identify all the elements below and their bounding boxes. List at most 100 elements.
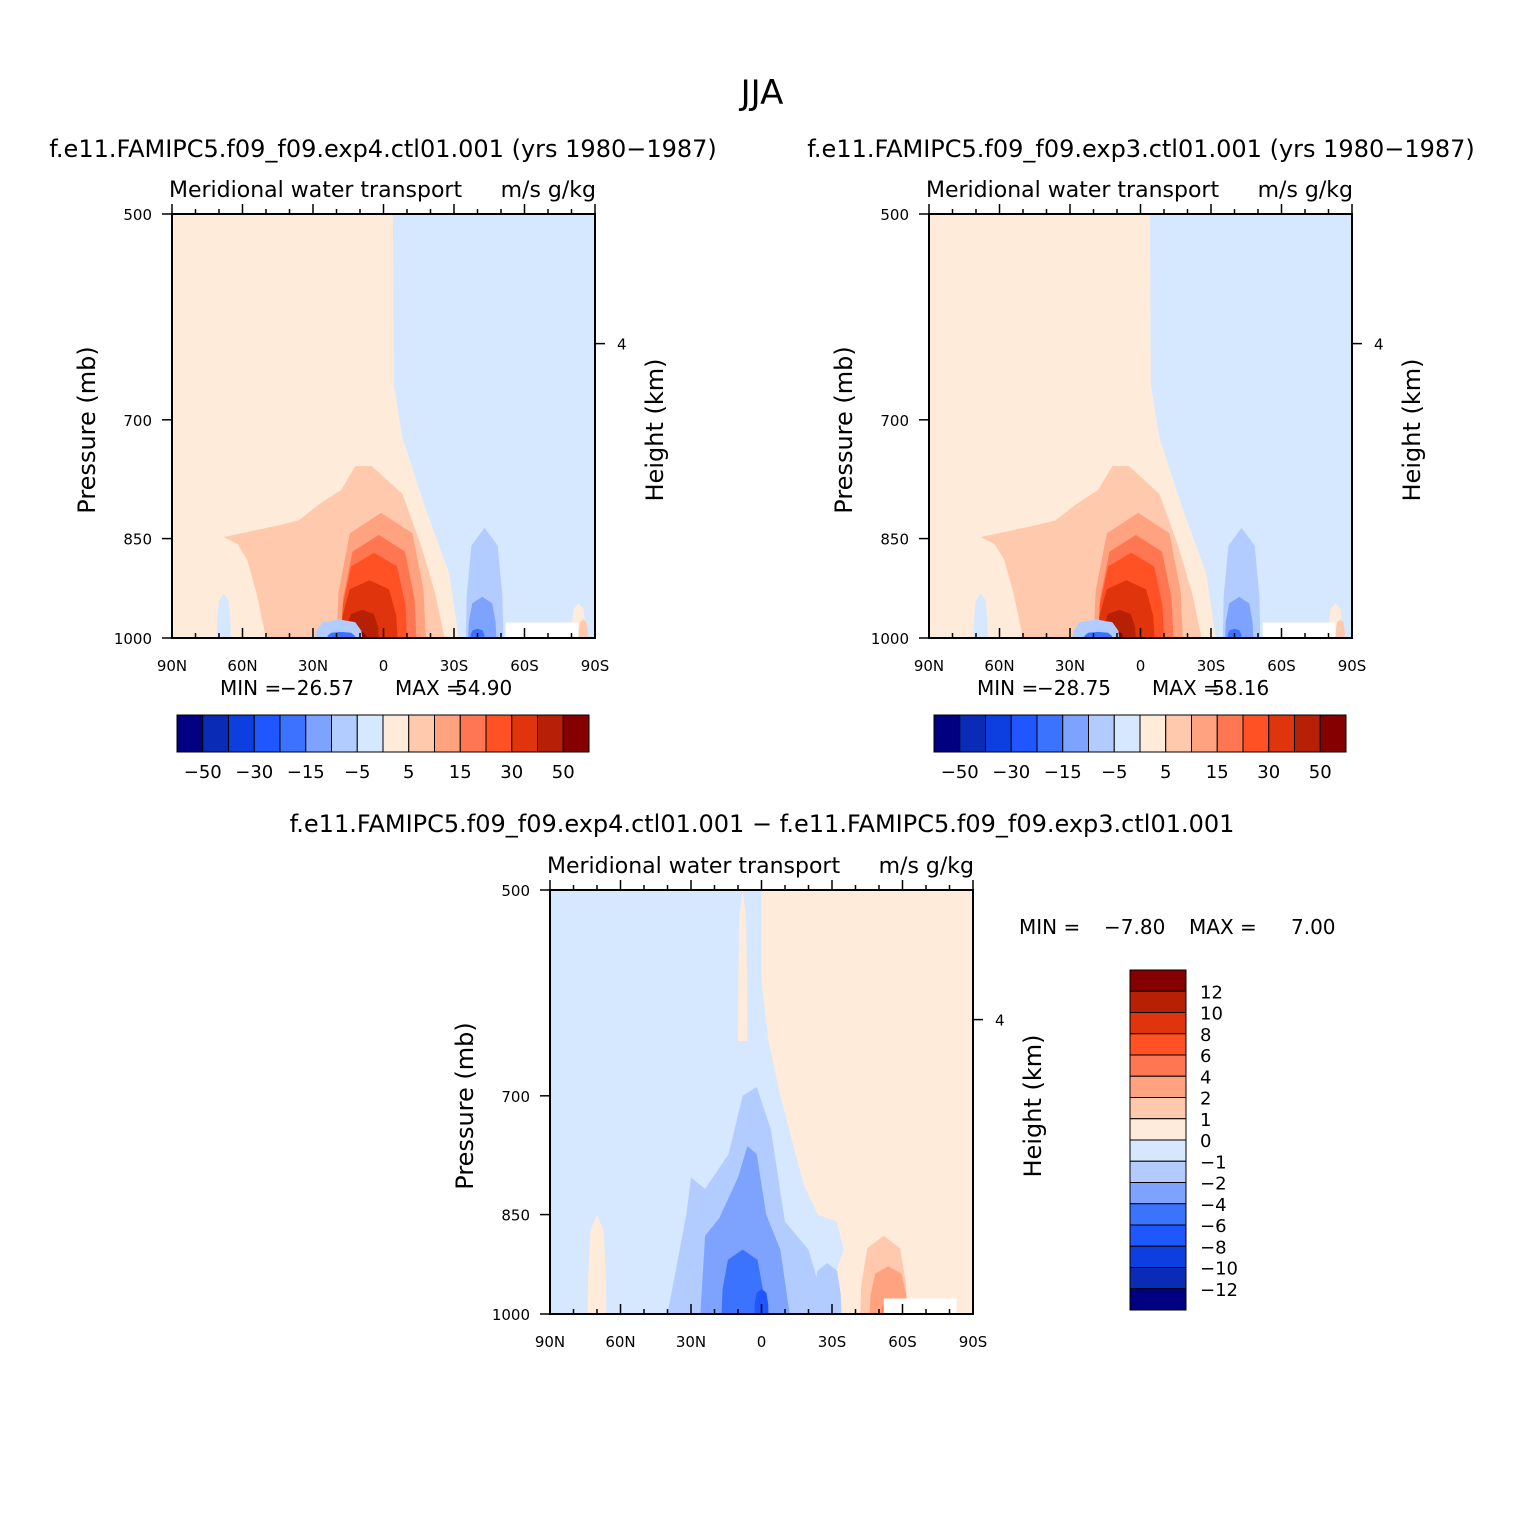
y-tick-label: 1000 [114, 630, 152, 648]
x-tick-label: 90S [959, 1333, 988, 1351]
y-axis-label: Pressure (mb) [830, 346, 858, 513]
panel-subtitle: f.e11.FAMIPC5.f09_f09.exp4.ctl01.001 − f… [290, 810, 1235, 838]
colorbar-label: −12 [1200, 1280, 1238, 1301]
panel-left-title: Meridional water transport [547, 854, 840, 879]
colorbar-swatch [1129, 1267, 1187, 1290]
y-tick-label: 500 [501, 882, 530, 900]
colorbar-swatch [1191, 714, 1218, 753]
colorbar-swatch [1010, 714, 1038, 753]
min-label: MIN = [220, 676, 281, 700]
max-label: MAX = [1152, 676, 1220, 700]
y-tick-label: 1000 [871, 630, 909, 648]
y-tick-label: 700 [880, 412, 909, 430]
contour-level-7 [392, 214, 595, 638]
colorbar-label: 5 [1160, 762, 1171, 783]
colorbar-swatch [511, 714, 538, 753]
x-tick-label: 0 [379, 657, 389, 675]
y-tick-label: 850 [123, 531, 152, 549]
colorbar-swatch [1129, 1033, 1187, 1056]
figure-title: JJA [739, 73, 784, 113]
contour-level-9 [1335, 619, 1345, 638]
colorbar-swatch [279, 714, 307, 753]
colorbar: −50 −30 −15 −5 5 15 30 50 [176, 714, 590, 783]
colorbar-swatch [1129, 1097, 1187, 1120]
y-tick-label: 700 [123, 412, 152, 430]
x-tick-label: 30N [298, 657, 328, 675]
colorbar-label: 50 [1309, 762, 1332, 783]
min-value: −26.57 [280, 676, 354, 700]
x-tick-label: 0 [1136, 657, 1146, 675]
panel-left-title: Meridional water transport [169, 178, 462, 203]
max-value: 58.16 [1212, 676, 1269, 700]
contour-level-5 [468, 596, 497, 638]
x-tick-label: 30S [818, 1333, 847, 1351]
colorbar-swatch [1129, 1054, 1187, 1077]
panel-right-title: m/s g/kg [501, 178, 596, 203]
colorbar-label: −4 [1200, 1195, 1227, 1216]
x-tick-label: 0 [757, 1333, 767, 1351]
colorbar-swatch [176, 714, 204, 753]
colorbar-label: 30 [500, 762, 523, 783]
colorbar-swatch [1139, 714, 1167, 753]
colorbar-swatch [959, 714, 986, 753]
max-value: 54.90 [455, 676, 512, 700]
y-axis-label-right: Height (km) [641, 359, 669, 502]
colorbar-swatch [1088, 714, 1115, 753]
colorbar-label: 50 [552, 762, 575, 783]
colorbar-label: 15 [449, 762, 472, 783]
x-tick-label: 60S [1267, 657, 1296, 675]
max-label: MAX = [1189, 915, 1257, 939]
colorbar-swatch [933, 714, 961, 753]
contour-level-5 [1225, 596, 1254, 638]
max-value: 7.00 [1291, 915, 1336, 939]
x-tick-label: 60N [227, 657, 257, 675]
colorbar-swatch [1129, 1160, 1187, 1183]
missing-data-region [1262, 622, 1336, 638]
y-tick-label: 700 [501, 1088, 530, 1106]
colorbar-swatch [1129, 1118, 1187, 1141]
panel-subtitle: f.e11.FAMIPC5.f09_f09.exp4.ctl01.001 (yr… [49, 135, 717, 163]
y-tick-label: 1000 [492, 1306, 530, 1324]
panel-right-title: m/s g/kg [879, 854, 974, 879]
colorbar-label: 10 [1200, 1004, 1223, 1025]
x-tick-label: 30N [1055, 657, 1085, 675]
colorbar-swatch [1129, 1288, 1187, 1311]
contour-field [550, 890, 973, 1314]
colorbar-label: 5 [403, 762, 414, 783]
panel-right-title: m/s g/kg [1258, 178, 1353, 203]
missing-data-region [505, 622, 579, 638]
contour-level-7 [216, 593, 231, 638]
panel-2: f.e11.FAMIPC5.f09_f09.exp3.ctl01.001 (yr… [807, 135, 1475, 783]
contour-level-4 [1084, 631, 1113, 638]
colorbar-label: −15 [287, 762, 325, 783]
y-axis-label: Pressure (mb) [451, 1022, 479, 1189]
contour-level-5 [700, 1146, 790, 1314]
colorbar-label: 2 [1200, 1089, 1211, 1110]
y-right-tick-label: 4 [995, 1012, 1005, 1030]
colorbar-swatch [1129, 1245, 1187, 1268]
contour-level-8 [587, 1214, 607, 1314]
colorbar-label: 8 [1200, 1025, 1211, 1046]
y-axis-label-right: Height (km) [1398, 359, 1426, 502]
colorbar-swatch [382, 714, 410, 753]
colorbar-swatch [253, 714, 281, 753]
min-label: MIN = [1019, 915, 1080, 939]
colorbar-label: 15 [1206, 762, 1229, 783]
colorbar-swatch [408, 714, 435, 753]
colorbar-swatch [1129, 1075, 1187, 1098]
x-tick-label: 30S [1197, 657, 1226, 675]
y-right-tick-label: 4 [1374, 336, 1384, 354]
missing-data-region [883, 1298, 957, 1314]
colorbar-label: −30 [235, 762, 273, 783]
x-tick-label: 90S [581, 657, 610, 675]
colorbar-label: −50 [184, 762, 222, 783]
panel-1: f.e11.FAMIPC5.f09_f09.exp4.ctl01.001 (yr… [49, 135, 717, 783]
colorbar-label: 4 [1200, 1067, 1211, 1088]
panel-subtitle: f.e11.FAMIPC5.f09_f09.exp3.ctl01.001 (yr… [807, 135, 1475, 163]
colorbar-swatch [331, 714, 358, 753]
x-tick-label: 30S [440, 657, 469, 675]
colorbar-swatch [1113, 714, 1141, 753]
colorbar-swatch [1216, 714, 1244, 753]
